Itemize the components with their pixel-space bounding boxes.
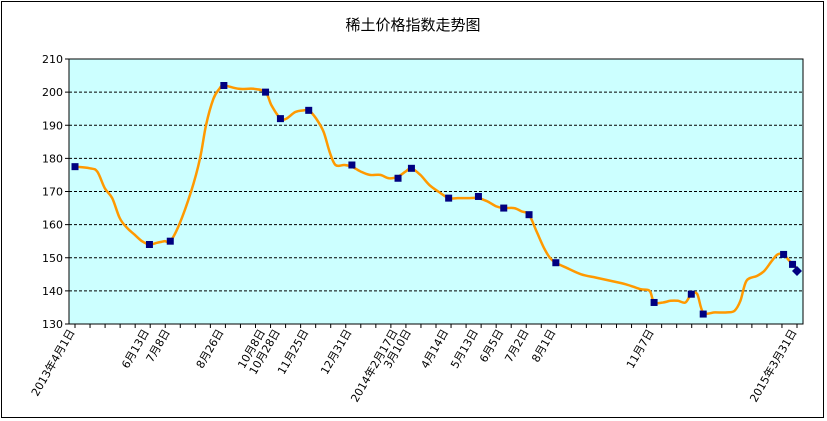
data-point-marker bbox=[500, 204, 508, 212]
data-point-marker bbox=[305, 106, 313, 114]
y-tick-label: 150 bbox=[42, 252, 63, 265]
x-tick-label: 2015年3月31日 bbox=[746, 327, 799, 405]
data-point-marker bbox=[789, 260, 797, 268]
x-tick-label: 4月14日 bbox=[418, 327, 451, 371]
price-index-line bbox=[73, 84, 799, 315]
data-point-marker bbox=[650, 298, 658, 306]
data-point-marker bbox=[262, 88, 270, 96]
x-tick-label: 7月2日 bbox=[502, 327, 531, 365]
grid-lines bbox=[69, 91, 803, 292]
x-tick-label: 8月26日 bbox=[194, 327, 227, 371]
data-point-marker bbox=[552, 259, 560, 267]
data-point-marker bbox=[276, 115, 284, 123]
data-point-marker bbox=[71, 163, 79, 171]
y-tick-label: 160 bbox=[42, 219, 63, 232]
x-tick-label: 6月13日 bbox=[119, 327, 152, 371]
y-tick-label: 210 bbox=[42, 53, 63, 66]
data-point-marker bbox=[525, 211, 533, 219]
x-tick-label: 8月1日 bbox=[529, 327, 558, 365]
data-point-marker bbox=[145, 241, 153, 248]
data-point-marker bbox=[699, 310, 707, 318]
x-tick-label: 12月31日 bbox=[318, 327, 354, 377]
data-point-marker bbox=[445, 194, 453, 202]
y-tick-label: 170 bbox=[42, 186, 63, 199]
data-point-marker bbox=[792, 266, 802, 276]
data-point-marker bbox=[394, 174, 402, 182]
chart-title: 稀土价格指数走势图 bbox=[345, 16, 480, 34]
data-point-marker bbox=[474, 192, 482, 200]
x-tick-label: 5月13日 bbox=[448, 327, 481, 371]
data-point-marker bbox=[166, 237, 174, 245]
series-line-group bbox=[73, 84, 799, 315]
y-tick-label: 200 bbox=[42, 86, 63, 99]
x-tick-label: 2013年4月1日 bbox=[28, 327, 78, 399]
y-tick-label: 180 bbox=[42, 152, 63, 165]
marker-group bbox=[71, 82, 802, 318]
x-tick-label: 11月7日 bbox=[624, 327, 657, 371]
data-point-marker bbox=[780, 250, 788, 258]
y-axis-ticks: 130 140 150 160 170 180 190 200 210 bbox=[42, 53, 69, 331]
y-tick-label: 130 bbox=[42, 318, 63, 331]
data-point-marker bbox=[687, 290, 695, 298]
data-point-marker bbox=[348, 161, 356, 169]
y-tick-label: 140 bbox=[42, 285, 63, 298]
data-point-marker bbox=[407, 164, 415, 172]
y-tick-label: 190 bbox=[42, 119, 63, 132]
data-point-marker bbox=[220, 82, 228, 89]
